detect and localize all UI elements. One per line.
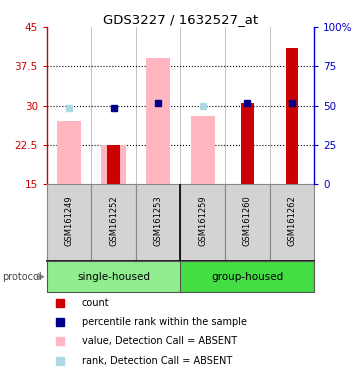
Bar	[91, 184, 136, 261]
Text: single-housed: single-housed	[77, 272, 150, 282]
Bar	[108, 145, 120, 184]
Bar	[146, 58, 170, 184]
Text: percentile rank within the sample: percentile rank within the sample	[82, 317, 247, 327]
Bar	[47, 261, 180, 293]
Bar	[286, 48, 298, 184]
Bar	[136, 184, 180, 261]
Text: GSM161252: GSM161252	[109, 196, 118, 247]
Text: group-housed: group-housed	[211, 272, 283, 282]
Title: GDS3227 / 1632527_at: GDS3227 / 1632527_at	[103, 13, 258, 26]
Bar	[47, 184, 91, 261]
Bar	[191, 116, 215, 184]
Bar	[57, 121, 82, 184]
Text: GSM161262: GSM161262	[287, 196, 296, 247]
Bar	[270, 184, 314, 261]
Text: GSM161249: GSM161249	[65, 196, 74, 247]
Bar	[241, 103, 253, 184]
Text: protocol: protocol	[2, 272, 42, 282]
Text: GSM161260: GSM161260	[243, 196, 252, 247]
Text: count: count	[82, 298, 109, 308]
Bar	[101, 145, 126, 184]
Bar	[180, 184, 225, 261]
Bar	[225, 184, 270, 261]
Text: GSM161259: GSM161259	[198, 196, 207, 247]
Bar	[180, 261, 314, 293]
Text: rank, Detection Call = ABSENT: rank, Detection Call = ABSENT	[82, 356, 232, 366]
Text: GSM161253: GSM161253	[154, 196, 163, 247]
Text: value, Detection Call = ABSENT: value, Detection Call = ABSENT	[82, 336, 237, 346]
